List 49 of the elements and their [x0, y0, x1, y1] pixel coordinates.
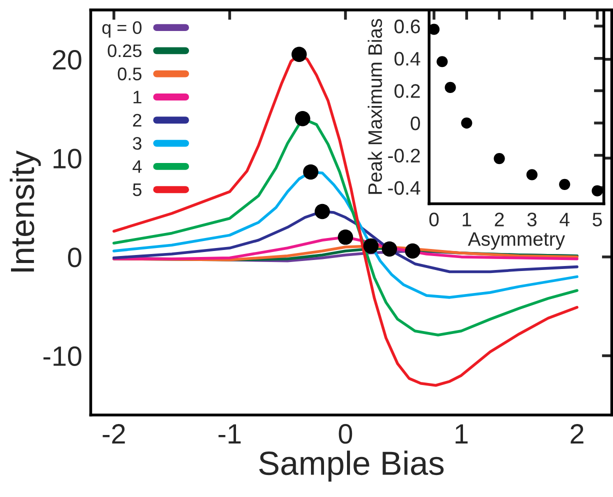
point — [294, 110, 310, 126]
legend-label: 5 — [132, 183, 142, 196]
y-tick-label: -10 — [43, 346, 82, 366]
point — [314, 204, 330, 220]
y-tick-label: 0.2 — [394, 84, 420, 98]
point — [338, 230, 354, 245]
point — [303, 164, 318, 180]
point — [592, 185, 603, 196]
point — [382, 241, 398, 257]
point — [494, 152, 505, 164]
legend-label: 1 — [134, 90, 142, 104]
point — [461, 117, 472, 129]
legend-label: q = 0 — [102, 21, 142, 38]
point — [429, 24, 440, 35]
point — [436, 56, 448, 68]
y-axis-title: Intensity — [10, 150, 41, 272]
legend-label: 2 — [133, 114, 142, 126]
x-tick-label: 4 — [560, 212, 570, 226]
x-tick-label: 5 — [592, 212, 602, 226]
x-tick-label: 1 — [456, 424, 468, 444]
point — [404, 243, 420, 259]
legend-label: 0.5 — [118, 68, 142, 80]
y-tick-label: 0 — [410, 116, 420, 130]
point — [444, 82, 456, 94]
point — [292, 46, 307, 62]
y-tick-label: 0 — [68, 248, 82, 268]
y-tick-label: 0.6 — [394, 20, 420, 34]
point — [363, 238, 379, 254]
x-axis-title: Sample Bias — [259, 450, 444, 482]
point — [526, 169, 538, 180]
legend-label: 3 — [132, 137, 142, 150]
x-tick-label: 2 — [570, 424, 584, 444]
point — [559, 178, 570, 190]
y-tick-label: 0.4 — [394, 52, 420, 66]
x-tick-label: 0 — [338, 424, 352, 444]
y-tick-label: -0.4 — [388, 181, 420, 195]
x-tick-label: 1 — [462, 212, 472, 226]
y-tick-label: 20 — [52, 50, 82, 70]
x-tick-label: -1 — [218, 424, 241, 444]
x-tick-label: 3 — [527, 212, 537, 226]
legend-label: 4 — [132, 160, 142, 173]
y-axis-title: Peak Maximum Bias — [368, 18, 382, 194]
x-tick-label: 2 — [494, 212, 504, 226]
legend-label: 0.25 — [108, 44, 142, 58]
y-tick-label: -0.2 — [388, 148, 420, 163]
x-tick-label: -2 — [102, 424, 125, 444]
x-axis-title: Asymmetry — [468, 232, 566, 250]
y-tick-label: 10 — [54, 148, 82, 168]
x-tick-label: 0 — [429, 212, 439, 226]
